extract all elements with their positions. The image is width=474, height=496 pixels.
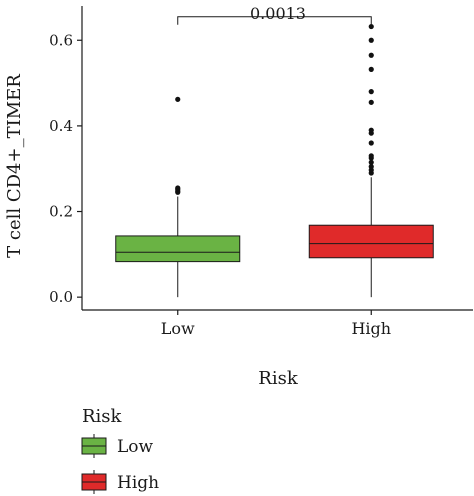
high-outlier-point — [368, 159, 374, 165]
high-outlier-point — [368, 23, 374, 30]
low-outlier-point — [175, 96, 181, 102]
y-tick-label: 0.0 — [49, 288, 73, 306]
high-outlier-point — [368, 127, 374, 133]
y-tick-label: 0.6 — [49, 31, 73, 49]
significance-bracket — [177, 16, 372, 25]
y-axis-title: T cell CD4+_TIMER — [4, 74, 25, 258]
high-box — [308, 224, 434, 259]
high-outlier-point — [368, 140, 374, 146]
legend-label-high: High — [117, 473, 159, 493]
y-tick-label: 0.2 — [49, 203, 73, 221]
legend: Low High — [81, 434, 159, 494]
legend-title: Risk — [82, 406, 123, 427]
x-tick-label: High — [351, 319, 391, 338]
high-outlier-point — [368, 66, 374, 72]
high-outlier-point — [368, 99, 374, 105]
x-axis-title: Risk — [258, 368, 299, 389]
high-outlier-point — [368, 89, 374, 95]
high-outlier-point — [368, 52, 374, 58]
high-outlier-point — [368, 37, 374, 43]
high-outlier-point — [368, 163, 374, 170]
plot-area: 0.0 0.2 0.4 0.6 Low High — [49, 6, 473, 338]
low-box — [115, 235, 241, 263]
legend-label-low: Low — [117, 437, 154, 457]
low-outlier-point — [175, 185, 181, 191]
p-value-label: 0.0013 — [250, 4, 306, 23]
high-outlier-point — [368, 153, 374, 159]
x-tick-label: Low — [161, 319, 195, 338]
y-tick-label: 0.4 — [49, 117, 73, 135]
